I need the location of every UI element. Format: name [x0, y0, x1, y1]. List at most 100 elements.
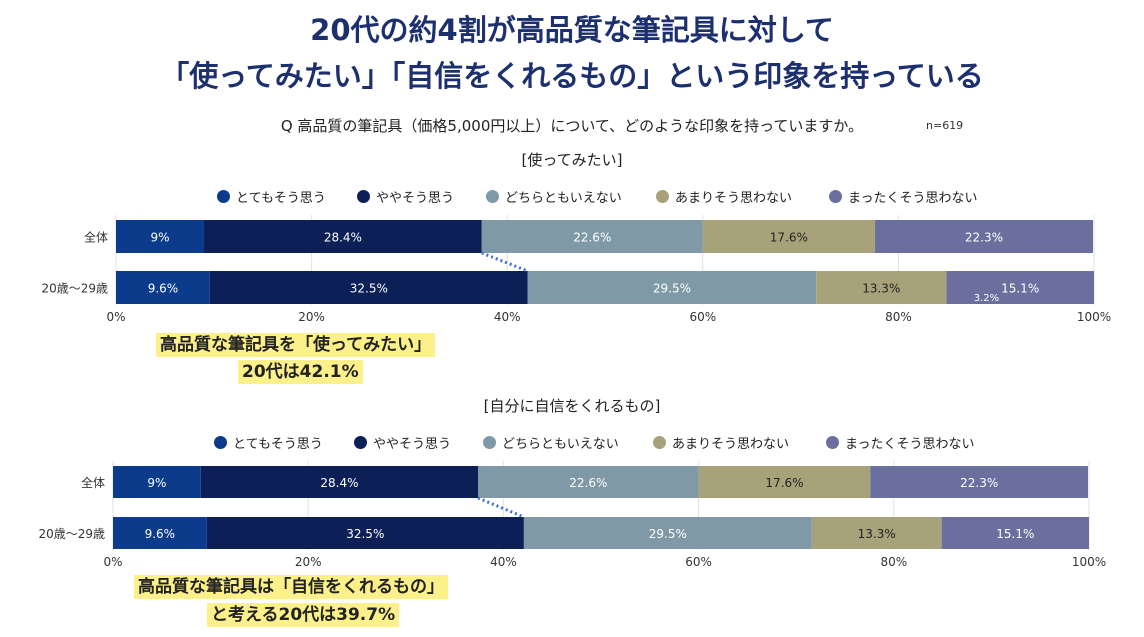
legend-swatch	[483, 436, 496, 449]
category-label: 20歳～29歳	[38, 527, 105, 541]
data-label: 9%	[150, 231, 169, 245]
connector-line	[481, 251, 529, 273]
x-tick-label: 40%	[490, 555, 517, 569]
legend-item: あまりそう思わない	[656, 187, 792, 206]
bar-segment	[481, 220, 703, 253]
data-label: 9.6%	[145, 527, 176, 541]
data-label: 28.4%	[320, 476, 358, 490]
bar-segment	[113, 517, 207, 549]
legend-item: ややそう思う	[354, 433, 451, 452]
chart1-highlight-line1: 高品質な筆記具を「使ってみたい」	[156, 333, 436, 357]
data-label: 22.3%	[960, 476, 998, 490]
bar-segment	[811, 517, 942, 549]
data-label: 29.5%	[653, 282, 691, 296]
legend-swatch	[653, 436, 666, 449]
legend-item: あまりそう思わない	[653, 433, 789, 452]
x-tick-label: 0%	[106, 310, 125, 324]
bar-segment	[874, 220, 1094, 253]
bar-segment	[523, 517, 812, 549]
legend-item: とてもそう思う	[217, 187, 326, 206]
legend-item: どちらともいえない	[486, 187, 622, 206]
connector-line	[477, 496, 525, 519]
x-tick-label: 20%	[295, 555, 322, 569]
data-label: 9.6%	[148, 282, 179, 296]
legend-label: とてもそう思う	[233, 437, 323, 452]
legend-label: ややそう思う	[376, 191, 455, 206]
bar-segment	[209, 271, 528, 304]
category-label: 全体	[84, 230, 108, 245]
x-tick-label: 100%	[1072, 555, 1106, 569]
page-title-line1: 20代の約4割が高品質な筆記具に対して	[310, 13, 834, 47]
data-label: 17.6%	[765, 476, 803, 490]
bar-segment	[116, 220, 205, 253]
bar-segment	[478, 466, 699, 498]
legend-label: ややそう思う	[373, 437, 452, 452]
data-label: 13.3%	[862, 282, 900, 296]
data-label: 17.6%	[770, 231, 808, 245]
legend-label: まったくそう思わない	[845, 437, 975, 452]
data-label: 32.5%	[350, 282, 388, 296]
data-label: 28.4%	[324, 231, 362, 245]
legend-swatch	[214, 436, 227, 449]
page-title-line2: 「使ってみたい」「自信をくれるもの」という印象を持っている	[160, 59, 984, 93]
legend-item: まったくそう思わない	[829, 187, 977, 206]
legend-swatch	[656, 190, 669, 203]
bar-segment	[816, 271, 947, 304]
legend-item: まったくそう思わない	[826, 433, 974, 452]
bar-segment	[527, 271, 817, 304]
question-text: Q 高品質の筆記具（価格5,000円以上）について、どのような印象を持っています…	[280, 117, 864, 135]
chart2-title: [自分に自信をくれるもの]	[483, 397, 661, 415]
bar-segment	[116, 271, 210, 304]
sample-size-label: n=619	[926, 119, 964, 132]
data-label: 15.1%	[1001, 282, 1039, 296]
legend-swatch	[486, 190, 499, 203]
bar-segment	[941, 517, 1089, 549]
chart2-highlight-line1: 高品質な筆記具は「自信をくれるもの」	[134, 575, 448, 599]
legend-item: とてもそう思う	[214, 433, 323, 452]
legend-item: ややそう思う	[357, 187, 454, 206]
legend-label: あまりそう思わない	[672, 437, 790, 452]
data-label: 9%	[147, 476, 166, 490]
bar-segment	[702, 220, 875, 253]
chart1-title: [使ってみたい]	[521, 151, 623, 169]
legend-swatch	[354, 436, 367, 449]
data-label: 29.5%	[649, 527, 687, 541]
x-tick-label: 100%	[1077, 310, 1111, 324]
x-tick-label: 0%	[103, 555, 122, 569]
data-label: 13.3%	[858, 527, 896, 541]
bar-segment	[698, 466, 871, 498]
x-tick-label: 40%	[494, 310, 521, 324]
bar-segment	[204, 220, 482, 253]
bar-segment	[870, 466, 1089, 498]
data-label: 32.5%	[346, 527, 384, 541]
category-label: 全体	[81, 475, 105, 490]
bar-segment	[946, 271, 1094, 304]
legend-label: あまりそう思わない	[675, 191, 793, 206]
data-label: 22.6%	[573, 231, 611, 245]
legend-label: とてもそう思う	[236, 191, 326, 206]
legend-label: どちらともいえない	[502, 437, 619, 452]
legend-swatch	[357, 190, 370, 203]
chart1-highlight-line2: 20代は42.1%	[238, 360, 363, 384]
legend-label: どちらともいえない	[505, 191, 622, 206]
data-label: 22.6%	[569, 476, 607, 490]
legend-swatch	[826, 436, 839, 449]
x-tick-label: 60%	[689, 310, 716, 324]
chart2-highlight-line2: と考える20代は39.7%	[207, 603, 400, 627]
x-tick-label: 20%	[298, 310, 325, 324]
bar-segment	[113, 466, 201, 498]
annotation-label: 3.2%	[974, 293, 999, 304]
x-tick-label: 60%	[685, 555, 712, 569]
legend-swatch	[829, 190, 842, 203]
legend-swatch	[217, 190, 230, 203]
data-label: 22.3%	[965, 231, 1003, 245]
legend-item: どちらともいえない	[483, 433, 619, 452]
bar-segment	[206, 517, 524, 549]
data-label: 15.1%	[996, 527, 1034, 541]
category-label: 20歳～29歳	[41, 282, 108, 296]
bar-segment	[200, 466, 479, 498]
x-tick-label: 80%	[880, 555, 907, 569]
x-tick-label: 80%	[885, 310, 912, 324]
legend-label: まったくそう思わない	[848, 191, 978, 206]
